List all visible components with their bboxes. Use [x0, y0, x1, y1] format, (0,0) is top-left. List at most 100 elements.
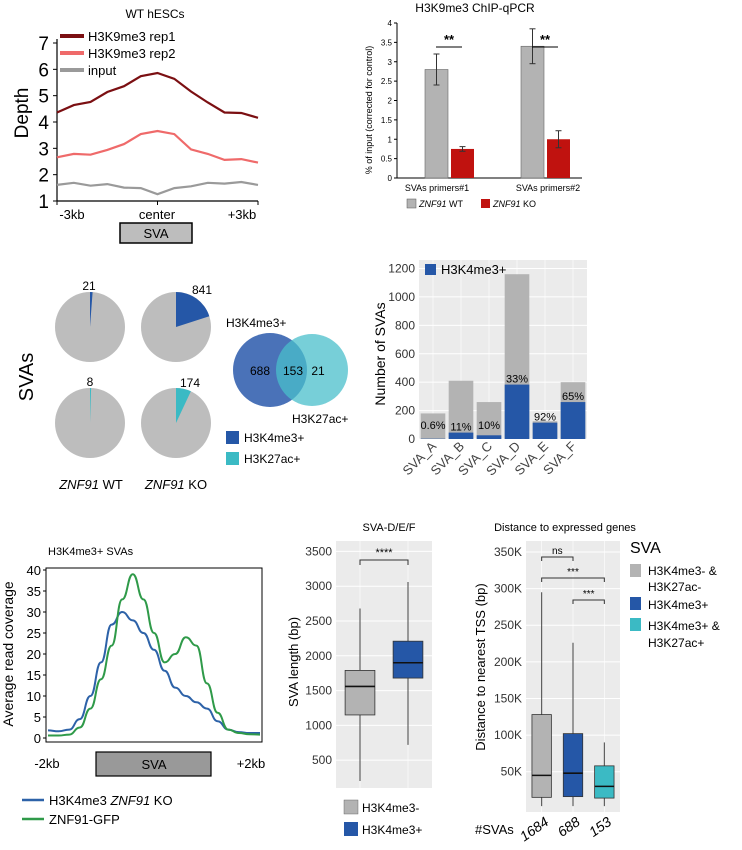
distance-count-label: 153	[586, 813, 614, 840]
pie-panel: SVAs 21 841 8 174 ZNF91 WT ZNF91 KO H3K4…	[16, 279, 348, 492]
profile-ytick-label: 4	[38, 113, 49, 134]
profile-line-input	[56, 180, 259, 196]
venn-only-b: 21	[311, 364, 325, 378]
legend-swatch-h3k4me3	[226, 431, 239, 444]
distance-legend-item-3: H3K4me3+ & H3K27ac+	[648, 619, 720, 650]
qpcr-ytick-label: 4	[388, 19, 393, 28]
sva-count-plot: 0200400600800100012000.6%SVA_A11%SVA_B10…	[388, 260, 587, 479]
qpcr-sig-label: **	[540, 32, 551, 47]
distance-ytick-label: 150K	[494, 691, 522, 705]
pie-group	[55, 292, 211, 458]
legend-ko-gene-cov: ZNF91	[109, 793, 150, 808]
legend-swatch-h3k27ac	[226, 452, 239, 465]
length-ytick-label: 3500	[305, 544, 332, 558]
distance-legend-title: SVA	[630, 540, 661, 557]
coverage-ytick-label: 25	[27, 626, 41, 641]
coverage-y-label: Average read coverage	[0, 581, 16, 726]
qpcr-ytick-label: 2	[388, 97, 393, 106]
pie-col-wt-suffix: WT	[103, 477, 123, 492]
legend-swatch-both-neg	[630, 564, 641, 577]
distance-legend-item-1-line-1: H3K4me3- &	[648, 564, 717, 578]
venn-only-a: 688	[250, 364, 270, 378]
distance-counts-label: #SVAs	[475, 822, 514, 837]
distance-sig-bracket	[572, 599, 605, 604]
sva-count-legend-swatch	[425, 264, 436, 275]
length-legend-neg: H3K4me3-	[362, 801, 419, 815]
pie-4-slice	[176, 387, 191, 423]
distance-legend: SVA H3K4me3- & H3K27ac- H3K4me3+ H3K4me3+…	[630, 540, 720, 650]
sva-count-percent-label: 0.6%	[420, 420, 445, 432]
qpcr-ytick-label: 0.5	[381, 155, 393, 164]
distance-sig-label: ***	[583, 589, 595, 600]
distance-ytick-label: 350K	[494, 545, 522, 559]
length-ytick-label: 1000	[305, 718, 332, 732]
profile-ytick-label: 6	[38, 60, 49, 81]
distance-legend-item-3-line-2: H3K27ac+	[648, 636, 704, 650]
coverage-plot: 0 5 10 15 20 25 30 35 40	[27, 563, 263, 746]
qpcr-ytick-label: 1	[388, 135, 393, 144]
qpcr-bar-ko-2	[547, 139, 570, 178]
qpcr-ytick-label: 0	[388, 174, 393, 183]
length-title: SVA-D/E/F	[363, 522, 416, 534]
sva-count-chart: Number of SVAs 0 200 400 600 800 1000 1200 0.6%…	[372, 260, 587, 479]
profile-ytick-label: 1	[38, 192, 49, 213]
pie-legend-h3k4me3: H3K4me3+	[244, 431, 304, 445]
distance-legend-item-1: H3K4me3- & H3K27ac-	[648, 564, 717, 594]
pie-count-2: 841	[192, 283, 212, 297]
profile-legend: H3K9me3 rep1 H3K9me3 rep2 input	[60, 29, 175, 78]
length-box-2	[392, 640, 424, 679]
legend-rep1: H3K9me3 rep1	[88, 29, 175, 44]
profile-y-label: Depth	[12, 88, 33, 139]
length-box-1	[344, 670, 376, 716]
length-sig-label: ****	[375, 547, 393, 559]
legend-swatch-ko	[481, 199, 490, 208]
legend-ko-prefix: H3K4me3	[49, 793, 107, 808]
profile-line-rep1	[56, 71, 259, 119]
profile-lines	[56, 71, 259, 196]
pie-3-slice	[90, 387, 92, 423]
distance-title: Distance to expressed genes	[494, 522, 636, 534]
length-ytick-label: 2500	[305, 614, 332, 628]
sva-count-background	[419, 260, 587, 439]
pie-row-label: SVAs	[16, 353, 38, 402]
profile-xtick-right: +3kb	[228, 207, 257, 222]
length-legend-pos: H3K4me3+	[362, 823, 422, 837]
distance-ytick-label: 200K	[494, 655, 522, 669]
length-ytick-label: 2000	[305, 649, 332, 663]
qpcr-category-1: SVAs primers#1	[405, 183, 469, 193]
legend-wt-gene: ZNF91	[418, 199, 447, 209]
distance-y-label: Distance to nearest TSS (bp)	[473, 583, 488, 750]
sva-count-ytick-label: 0	[408, 432, 415, 446]
profile-xtick-center: center	[139, 207, 176, 222]
sva-count-bar-h3k4me3-SVA_D	[504, 384, 530, 439]
sva-count-bar-total-SVA_C	[476, 402, 502, 439]
qpcr-ytick-label: 3	[388, 58, 393, 67]
profile-line-rep2	[56, 129, 259, 164]
pie-col-wt: ZNF91 WT	[58, 477, 123, 492]
qpcr-sig-label: **	[444, 32, 455, 47]
sva-count-ytick-label: 1200	[388, 262, 415, 276]
distance-sig-label: ***	[567, 567, 579, 578]
coverage-line-gfp	[47, 573, 261, 737]
qpcr-bar-wt-1	[424, 69, 449, 179]
distance-ytick-label: 100K	[494, 728, 522, 742]
sva-count-y-label: Number of SVAs	[372, 302, 388, 405]
qpcr-ytick-label: 3.5	[381, 38, 393, 47]
pie-legend: H3K4me3+ H3K27ac+	[226, 431, 304, 466]
venn-both: 153	[283, 364, 303, 378]
coverage-chart: H3K4me3+ SVAs Average read coverage 0 5 10…	[0, 546, 265, 827]
sva-count-ytick-label: 1000	[388, 290, 415, 304]
legend-ko-gene: ZNF91	[492, 199, 521, 209]
qpcr-bar-ko-1	[451, 148, 474, 178]
distance-box-2	[562, 733, 584, 798]
legend-input: input	[88, 63, 117, 78]
distance-count-label: 1684	[517, 813, 552, 844]
qpcr-title: H3K9me3 ChIP-qPCR	[415, 1, 535, 15]
coverage-title: H3K4me3+ SVAs	[48, 546, 134, 558]
profile-chart: WT hESCs Depth 1 2 3 4 5 6 7 H3K9me3 rep1 H3K9…	[12, 7, 259, 244]
venn-label-a: H3K4me3+	[226, 316, 286, 330]
sva-region-label: SVA	[143, 226, 168, 241]
coverage-frame	[45, 567, 263, 743]
coverage-ytick-label: 0	[34, 731, 41, 746]
